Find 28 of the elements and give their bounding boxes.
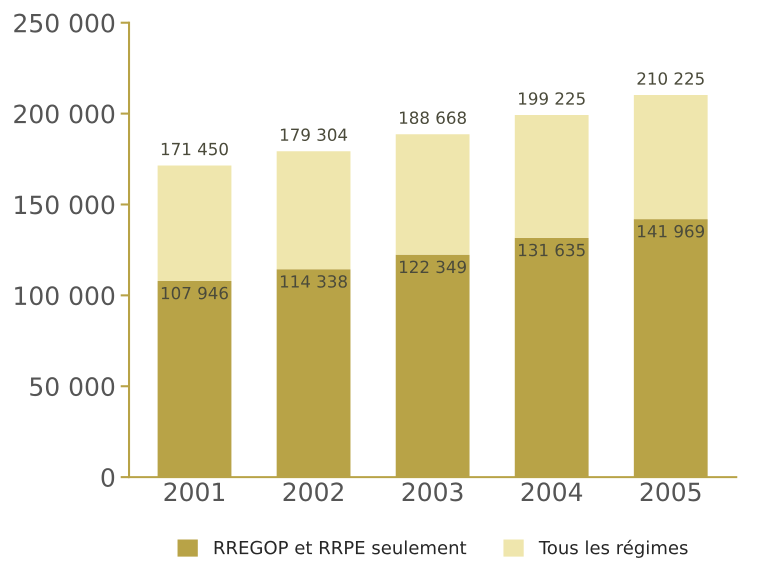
x-tick-label: 2005 (640, 482, 700, 502)
data-label: 131 635 (519, 244, 585, 256)
y-tick-label: 150 000 (15, 195, 114, 214)
bar (396, 134, 470, 255)
x-tick-label: 2003 (402, 482, 462, 502)
data-label: 107 946 (162, 286, 228, 300)
y-tick-label: 0 (102, 468, 114, 487)
total-label: 171 450 (162, 142, 228, 156)
data-label: 122 349 (400, 260, 466, 274)
total-label: 179 304 (280, 128, 348, 142)
bar (158, 165, 232, 281)
data-label: 114 338 (280, 275, 347, 288)
bar (514, 115, 589, 238)
legend-label: RREGOP et RRPE seulement (214, 540, 466, 554)
x-tick-label: 2004 (522, 482, 582, 502)
y-tick-label: 100 000 (15, 286, 114, 306)
data-label: 141 969 (638, 224, 704, 238)
x-tick-label: 2001 (164, 482, 224, 502)
total-label: 199 225 (519, 92, 585, 105)
y-tick-label: 50 000 (30, 377, 114, 396)
y-tick-label: 200 000 (14, 104, 114, 124)
total-label: 188 668 (400, 111, 466, 124)
legend-label: Tous les régimes (538, 540, 688, 558)
y-tick-label: 250 000 (14, 14, 114, 33)
bar (634, 95, 708, 220)
bar (276, 151, 350, 270)
total-label: 210 225 (638, 72, 704, 85)
x-tick-label: 2002 (284, 482, 343, 502)
